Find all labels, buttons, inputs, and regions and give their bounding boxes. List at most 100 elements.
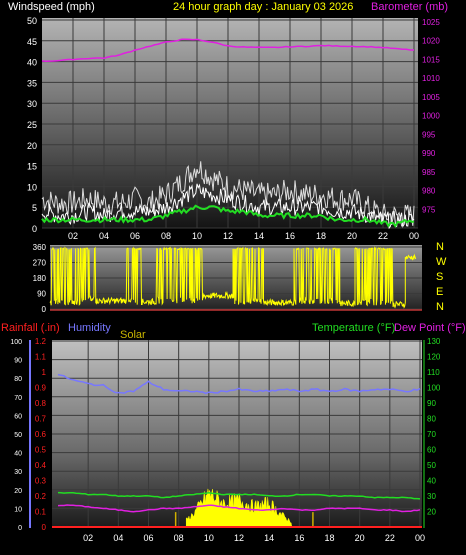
windspeed-series-line xyxy=(41,183,415,230)
temperature-tick-label: 90 xyxy=(427,399,436,408)
windspeed-tick-label: 35 xyxy=(27,78,37,88)
windspeed-tick-label: 45 xyxy=(27,37,37,47)
x-tick-label: 18 xyxy=(316,231,326,241)
direction-tick-label: 270 xyxy=(33,259,47,268)
humidity-tick-label: 30 xyxy=(14,469,22,476)
humidity-series-line xyxy=(57,373,421,395)
rainfall-tick-label: 0.1 xyxy=(35,508,47,517)
x-tick-label: 10 xyxy=(204,533,214,543)
rainfall-tick-label: 1 xyxy=(42,368,47,377)
temperature-tick-label: 80 xyxy=(427,415,436,424)
direction-tick-label: 90 xyxy=(37,290,46,299)
direction-compass-label: N xyxy=(436,301,444,313)
windspeed-tick-label: 30 xyxy=(27,99,37,109)
plot-area xyxy=(42,18,418,228)
direction-compass-label: N xyxy=(436,241,444,253)
windspeed-tick-label: 50 xyxy=(27,16,37,26)
windspeed-tick-label: 10 xyxy=(27,182,37,192)
x-tick-label: 22 xyxy=(378,231,388,241)
wind-average-series-line xyxy=(41,204,414,228)
temperature-tick-label: 100 xyxy=(427,384,441,393)
x-tick-label: 12 xyxy=(234,533,244,543)
direction-compass-label: W xyxy=(436,256,447,268)
direction-tick-label: 180 xyxy=(33,274,47,283)
barometer-tick-label: 980 xyxy=(422,187,436,196)
x-tick-label: 08 xyxy=(161,231,171,241)
x-tick-label: 12 xyxy=(223,231,233,241)
direction-compass-label: S xyxy=(436,271,443,283)
barometer-tick-label: 995 xyxy=(422,130,436,139)
windspeed-tick-label: 40 xyxy=(27,58,37,68)
rainfall-tick-label: 1.1 xyxy=(35,353,47,362)
barometer-tick-label: 1015 xyxy=(422,55,440,64)
x-tick-label: 04 xyxy=(113,533,123,543)
rainfall-tick-label: 0.3 xyxy=(35,477,47,486)
humidity-tick-label: 50 xyxy=(14,432,22,439)
windspeed-tick-label: 25 xyxy=(27,120,37,130)
barometer-tick-label: 990 xyxy=(422,149,436,158)
temperature-tick-label: 30 xyxy=(427,492,436,501)
x-tick-label: 06 xyxy=(130,231,140,241)
x-tick-label: 14 xyxy=(254,231,264,241)
x-tick-label: 18 xyxy=(324,533,334,543)
x-tick-label: 20 xyxy=(347,231,357,241)
temperature-tick-label: 110 xyxy=(427,368,440,377)
x-tick-label: 02 xyxy=(83,533,93,543)
x-tick-label: 16 xyxy=(294,533,304,543)
temperature-tick-label: 20 xyxy=(427,508,436,517)
humidity-tick-label: 20 xyxy=(14,488,22,495)
rainfall-tick-label: 0.4 xyxy=(35,461,47,470)
humidity-tick-label: 100 xyxy=(10,339,22,346)
dewpoint-label: Dew Point (°F) xyxy=(394,322,466,334)
x-tick-label: 04 xyxy=(99,231,109,241)
rainfall-tick-label: 0 xyxy=(42,523,47,532)
barometer-tick-label: 975 xyxy=(422,205,436,214)
x-tick-label: 06 xyxy=(143,533,153,543)
temperature-tick-label: 50 xyxy=(427,461,436,470)
rainfall-tick-label: 0.5 xyxy=(35,446,47,455)
windspeed-tick-label: 15 xyxy=(27,162,37,172)
rainfall-tick-label: 0.2 xyxy=(35,492,47,501)
temperature-tick-label: 130 xyxy=(427,337,441,346)
x-tick-label: 00 xyxy=(415,533,425,543)
barometer-tick-label: 985 xyxy=(422,168,436,177)
x-tick-label: 20 xyxy=(355,533,365,543)
rainfall-tick-label: 0.6 xyxy=(35,430,47,439)
humidity-tick-label: 0 xyxy=(18,525,22,532)
humidity-label: Humidity xyxy=(68,322,111,334)
humidity-tick-label: 10 xyxy=(14,506,22,513)
temperature-tick-label: 40 xyxy=(427,477,436,486)
humidity-tick-label: 80 xyxy=(14,376,22,383)
direction-compass-label: E xyxy=(436,286,443,298)
windspeed-tick-label: 20 xyxy=(27,141,37,151)
temperature-label: Temperature (°F) xyxy=(312,322,395,334)
rain-humidity-temperature-panel: 010203040506070809010000.10.20.30.40.50.… xyxy=(10,337,441,543)
dewpoint-series-line xyxy=(57,504,421,513)
rainfall-label: Rainfall (.in) xyxy=(1,322,60,334)
temperature-tick-label: 60 xyxy=(427,446,436,455)
x-tick-label: 10 xyxy=(192,231,202,241)
wind-direction-series-line xyxy=(49,246,417,309)
graph-title: 24 hour graph day : January 03 2026 xyxy=(173,1,353,13)
barometer-title: Barometer (mb) xyxy=(371,1,448,13)
temperature-tick-label: 120 xyxy=(427,353,441,362)
x-tick-label: 22 xyxy=(385,533,395,543)
rainfall-tick-label: 1.2 xyxy=(35,337,47,346)
x-tick-label: 16 xyxy=(285,231,295,241)
humidity-tick-label: 90 xyxy=(14,358,22,365)
barometer-tick-label: 1005 xyxy=(422,93,440,102)
barometer-tick-label: 1020 xyxy=(422,37,440,46)
rainfall-tick-label: 0.9 xyxy=(35,384,47,393)
temperature-tick-label: 70 xyxy=(427,430,436,439)
humidity-tick-label: 60 xyxy=(14,413,22,420)
rainfall-tick-label: 0.8 xyxy=(35,399,47,408)
windspeed-tick-label: 0 xyxy=(32,224,37,234)
windspeed-tick-label: 5 xyxy=(32,203,37,213)
x-tick-label: 14 xyxy=(264,533,274,543)
humidity-tick-label: 40 xyxy=(14,451,22,458)
direction-tick-label: 360 xyxy=(33,243,47,252)
barometer-series-line xyxy=(41,38,414,63)
windspeed-title: Windspeed (mph) xyxy=(8,1,95,13)
